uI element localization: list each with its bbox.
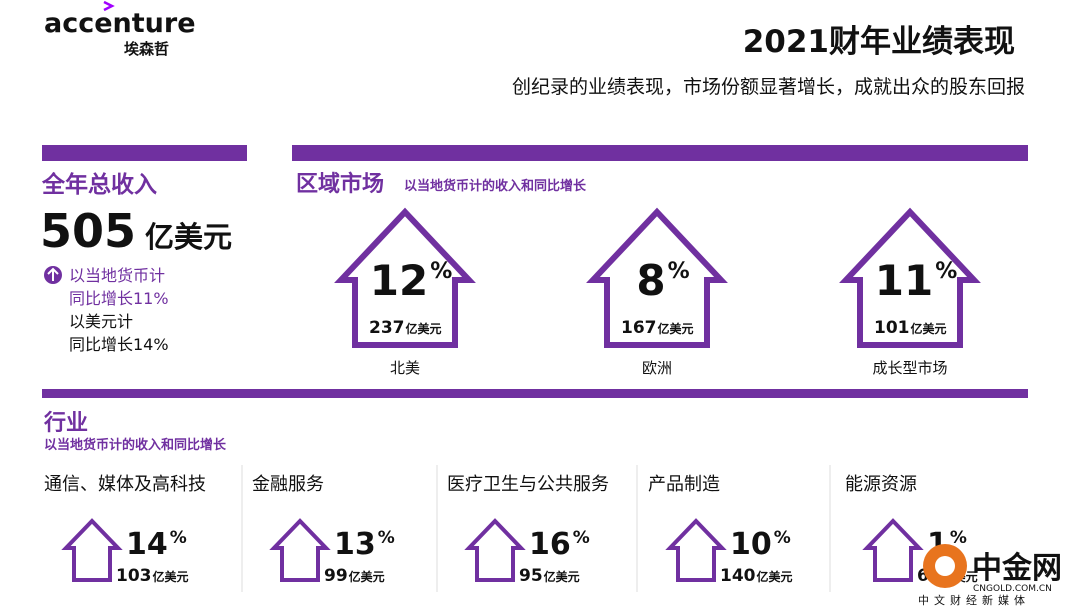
industry-revenue: 140 [720,566,756,586]
region-growth: 11 [875,256,933,305]
industry-unit: 亿美元 [349,569,385,584]
watermark-name: 中金网 [972,551,1062,586]
region-percent: % [668,259,690,284]
region-arrow [586,207,728,348]
industry-percent: % [170,528,187,548]
industry-growth: 13 [334,527,376,562]
region-percent: % [935,259,957,284]
industry-arrow [665,518,727,582]
region-unit: 亿美元 [911,321,947,336]
industry-name: 能源资源 [845,474,917,495]
industry-growth: 14 [126,527,168,562]
total-note: 以美元计 [69,312,133,331]
industry-unit: 亿美元 [544,569,580,584]
logo: accenture [44,8,196,39]
industry-growth: 10 [730,527,772,562]
subtitle: 创纪录的业绩表现，市场份额显著增长，成就出众的股东回报 [512,76,1025,98]
section-bar [292,145,1028,161]
region-arrow [839,207,981,348]
industry-arrow [862,518,924,582]
total-unit: 亿美元 [145,220,232,254]
total-note: 以当地货币计 [69,266,165,285]
watermark-site: CNGOLD.COM.CN [973,584,1052,594]
logo-cn: 埃森哲 [124,40,169,58]
section-bar [42,145,247,161]
industry-revenue: 103 [116,566,152,586]
region-unit: 亿美元 [406,321,442,336]
total-label: 全年总收入 [41,171,157,198]
regions-subtitle: 以当地货币计的收入和同比增长 [404,178,587,194]
industry-arrow [464,518,526,582]
section-bar [42,389,1028,398]
total-value: 505 [40,204,136,258]
industry-name: 产品制造 [648,474,720,495]
regions-title: 区域市场 [296,171,384,197]
region-revenue: 237 [369,318,405,338]
region-revenue: 101 [874,318,910,338]
watermark-tagline: 中文财经新媒体 [918,593,1030,607]
region-name: 成长型市场 [872,359,947,377]
total-note: 同比增长11% [69,289,169,308]
industry-percent: % [950,528,967,548]
region-unit: 亿美元 [658,321,694,336]
region-growth: 12 [370,256,428,305]
watermark-logo [935,556,955,576]
region-name: 欧洲 [642,359,672,377]
region-arrow [334,207,476,348]
industry-percent: % [573,528,590,548]
industry-unit: 亿美元 [757,569,793,584]
industry-name: 通信、媒体及高科技 [44,474,206,495]
industry-name: 金融服务 [252,474,324,495]
industry-arrow [269,518,331,582]
industry-percent: % [378,528,395,548]
up-icon-arrow [47,267,59,281]
industry-arrow [61,518,123,582]
region-growth: 8 [636,256,665,305]
industries-title: 行业 [43,410,88,436]
logo-mark [103,0,115,12]
industries-subtitle: 以当地货币计的收入和同比增长 [44,437,227,453]
region-percent: % [430,259,452,284]
industry-percent: % [774,528,791,548]
industry-unit: 亿美元 [153,569,189,584]
region-name: 北美 [390,359,420,377]
industry-growth: 16 [529,527,571,562]
industry-revenue: 95 [519,566,543,586]
region-revenue: 167 [621,318,657,338]
industry-revenue: 99 [324,566,348,586]
total-note: 同比增长14% [69,335,169,354]
title: 2021财年业绩表现 [743,24,1015,60]
industry-name: 医疗卫生与公共服务 [447,474,609,495]
